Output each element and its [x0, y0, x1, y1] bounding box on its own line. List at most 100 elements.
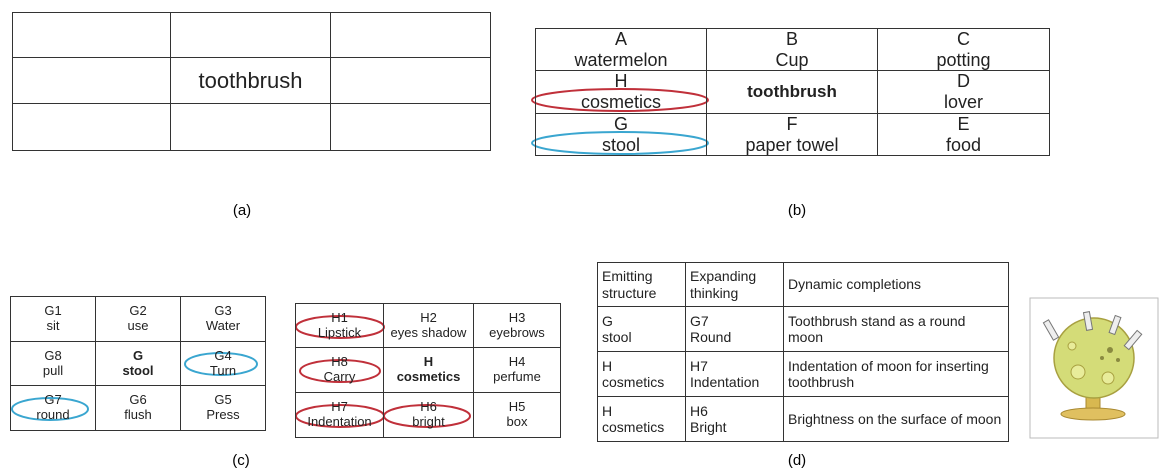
cell-text: H2	[420, 309, 437, 325]
table-cell	[330, 12, 491, 58]
cell-text: H	[602, 402, 613, 419]
table-cell: G7 round	[10, 385, 96, 431]
cell-text: B	[785, 28, 798, 49]
cell-text: Carry	[323, 369, 356, 384]
cell-text: use	[127, 318, 149, 333]
table-cell: H7 Indentation	[295, 392, 384, 438]
cell-text: eyes shadow	[390, 324, 467, 340]
caption: (b)	[787, 202, 807, 219]
cell-text: Bright	[690, 419, 727, 435]
cell-text: H	[423, 354, 434, 370]
cell-text: Emitting structure	[602, 268, 657, 301]
cell-text: H6	[690, 402, 708, 419]
table-cell: toothbrush	[170, 57, 331, 104]
table-cell: H3 eyebrows	[473, 303, 561, 348]
table-cell: G6 flush	[95, 385, 181, 431]
cell-text: F	[786, 113, 798, 134]
cell-text: C	[957, 28, 970, 49]
caption: (c)	[232, 452, 250, 469]
cell-text: G3	[214, 303, 232, 319]
table-cell: H7 Indentation	[685, 351, 784, 397]
cell-text: H6	[420, 399, 437, 415]
cell-text: Indentation of moon for inserting toothb…	[788, 357, 989, 390]
cell-text: Dynamic completions	[788, 276, 922, 293]
cell-text: G	[132, 347, 144, 363]
table-cell	[170, 103, 331, 151]
cell-text: Lipstick	[317, 324, 362, 340]
cell-text: G7	[690, 312, 709, 329]
cell-text: sit	[46, 318, 60, 333]
cell-text: G8	[44, 347, 62, 363]
cell-text: stool	[601, 134, 641, 155]
cell-text: round	[36, 407, 70, 422]
cell-text: A	[614, 28, 627, 49]
table-cell: H5 box	[473, 392, 561, 438]
table-cell	[170, 12, 331, 58]
cell-text: cosmetics	[580, 92, 661, 112]
cell-text: D	[957, 71, 970, 92]
cell-text: toothbrush	[198, 67, 303, 93]
cell-text: box	[506, 414, 528, 429]
cell-text: cosmetics	[602, 419, 665, 435]
table-cell: H1 Lipstick	[295, 303, 384, 348]
cell-text: H3	[508, 309, 526, 325]
cell-text: Turn	[209, 362, 237, 378]
cell-text: stool	[122, 362, 154, 378]
cell-text: cosmetics	[602, 374, 665, 390]
cell-text: H7	[690, 357, 708, 374]
cell-text: G	[613, 113, 628, 134]
table-cell	[12, 12, 171, 58]
table-cell	[330, 103, 491, 151]
cell-text: Press	[206, 407, 240, 422]
cell-text: lover	[943, 92, 983, 112]
table-cell: G8 pull	[10, 341, 96, 386]
cell-text: potting	[936, 49, 991, 70]
cell-text: Water	[205, 318, 241, 333]
cell-text: flush	[124, 407, 152, 422]
table-cell: toothbrush	[706, 70, 878, 114]
table-cell: H6 bright	[383, 392, 474, 438]
table-cell: H6 Bright	[685, 396, 784, 442]
table-cell: Indentation of moon for inserting toothb…	[783, 351, 1009, 397]
cell-text: pull	[42, 362, 64, 378]
table-cell: G1 sit	[10, 296, 96, 342]
table-cell: G5 Press	[180, 385, 266, 431]
table-cell	[12, 57, 171, 104]
cell-text: Toothbrush stand as a round moon	[788, 312, 966, 345]
caption: (d)	[787, 452, 807, 469]
cell-text: H8	[331, 354, 348, 370]
cell-text: G4	[214, 347, 232, 363]
cell-text: Indentation	[690, 374, 760, 390]
cell-text: Cup	[775, 49, 809, 70]
cell-text: G7	[44, 392, 62, 408]
cell-text: H4	[508, 354, 526, 370]
table-cell: Dynamic completions	[783, 262, 1009, 307]
table-cell: G4 Turn	[180, 341, 266, 386]
caption: (a)	[232, 202, 252, 219]
table-cell: G7 Round	[685, 306, 784, 352]
cell-text: eyebrows	[489, 324, 545, 340]
cell-text: G6	[129, 392, 147, 408]
table-cell	[330, 57, 491, 104]
cell-text: paper towel	[745, 134, 839, 155]
cell-text: perfume	[493, 369, 541, 384]
table-cell: Toothbrush stand as a round moon	[783, 306, 1009, 352]
cell-text: Brightness on the surface of moon	[788, 410, 1002, 427]
table-cell: Expanding thinking	[685, 262, 784, 307]
cell-text: stool	[602, 329, 632, 345]
cell-text: toothbrush	[747, 82, 837, 102]
table-cell: B Cup	[706, 28, 878, 71]
table-cell	[12, 103, 171, 151]
cell-text: G2	[129, 303, 147, 319]
cell-text: H5	[508, 399, 526, 415]
cell-text: H1	[331, 309, 348, 325]
